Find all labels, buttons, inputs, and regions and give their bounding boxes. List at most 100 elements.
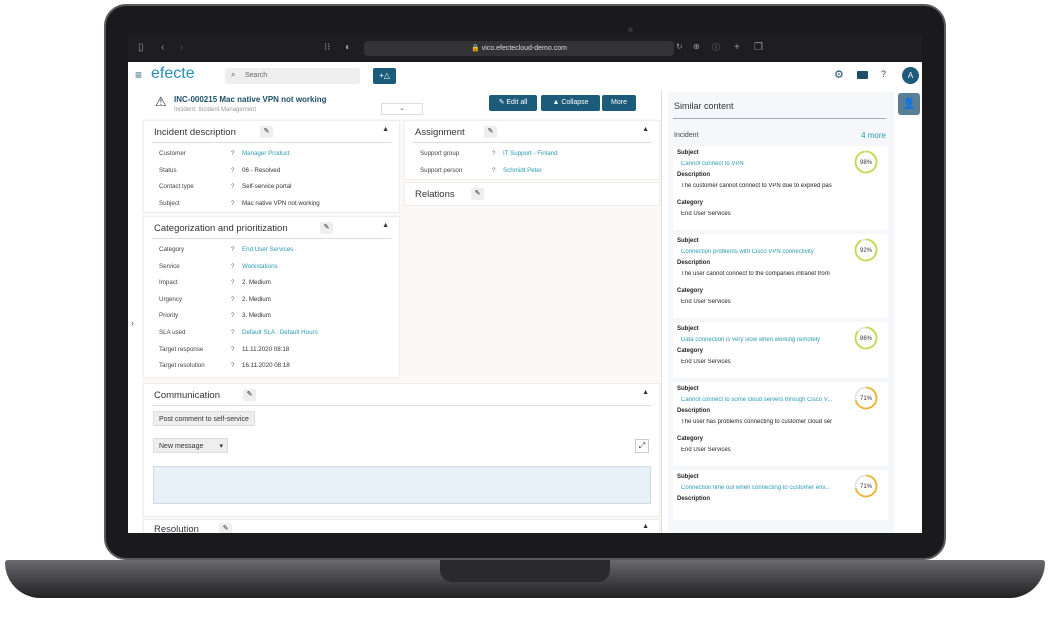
help-icon[interactable]: ?	[231, 329, 235, 336]
description-label: Description	[677, 172, 711, 178]
search-input[interactable]: ⌕ Search	[225, 68, 360, 84]
help-icon[interactable]: ?	[231, 183, 235, 191]
collapse-button[interactable]: ▲ Collapse	[541, 95, 600, 111]
description-label: Description	[677, 260, 711, 266]
avatar[interactable]: A	[902, 67, 919, 84]
help-icon[interactable]: ?	[492, 166, 496, 174]
new-tab-icon[interactable]: +	[734, 42, 740, 53]
expand-icon[interactable]: ⤢	[635, 439, 649, 453]
edit-pencil-icon[interactable]: ✎	[260, 126, 273, 138]
help-icon[interactable]: ?	[231, 279, 235, 287]
similar-content-toggle-icon[interactable]: 👤	[898, 93, 920, 115]
incident-description-panel: Incident description ✎ ▲ Customer? Manage…	[143, 120, 400, 213]
help-icon[interactable]: ?	[231, 200, 235, 208]
collapse-label: Collapse	[561, 99, 589, 106]
category-text: End User Services	[681, 211, 731, 217]
field-value[interactable]: Manager Product	[242, 150, 290, 157]
field-row: Impact? 2. Medium	[159, 279, 414, 289]
edit-pencil-icon[interactable]: ✎	[243, 389, 256, 401]
collapse-caret-icon[interactable]: ▲	[382, 126, 389, 133]
edit-all-button[interactable]: ✎ Edit all	[489, 95, 537, 111]
field-row: Service? Workstations	[159, 263, 414, 273]
description-text: The customer cannot connect to VPN due t…	[681, 183, 832, 189]
similar-card[interactable]: Subject Cannot connect to VPN Description T…	[673, 146, 888, 230]
field-row: Urgency? 2. Medium	[159, 296, 414, 306]
field-label: Support person	[420, 166, 463, 174]
folder-icon[interactable]	[857, 71, 868, 79]
field-label: Category	[159, 246, 185, 253]
field-value: 11.11.2020 08:18	[242, 345, 290, 353]
sidebar-toggle-icon[interactable]: ▯	[138, 42, 144, 53]
similar-card[interactable]: Subject Connection problems with Cisco VP…	[673, 234, 888, 318]
similar-card[interactable]: Subject Connection time out when connecti…	[673, 470, 888, 520]
subject-link[interactable]: Cannot connect to some cloud servers thr…	[681, 397, 833, 403]
record-subtitle: Incident: Incident Management	[174, 107, 257, 113]
subject-label: Subject	[677, 150, 699, 156]
subject-link[interactable]: Connection time out when connecting to c…	[681, 485, 830, 491]
field-value[interactable]: Schmidt Peter	[503, 166, 542, 174]
subject-label: Subject	[677, 326, 699, 332]
menu-icon[interactable]: ≡	[135, 68, 143, 82]
new-item-button[interactable]: +△	[373, 68, 396, 84]
field-value: 3. Medium	[242, 312, 271, 320]
subject-link[interactable]: Cannot connect to VPN	[681, 161, 744, 167]
collapse-caret-icon[interactable]: ▲	[642, 389, 649, 396]
post-comment-button[interactable]: Post comment to self-service	[153, 411, 255, 426]
collapse-caret-icon[interactable]: ▲	[642, 523, 649, 530]
field-value: Mac native VPN not working	[242, 200, 320, 208]
field-value[interactable]: IT Support - Finland	[503, 150, 558, 157]
collapse-caret-icon[interactable]: ▲	[642, 126, 649, 133]
address-bar[interactable]: 🔒 vico.efectecloud-demo.com	[364, 41, 674, 56]
logo[interactable]: efecte	[151, 65, 195, 82]
help-icon[interactable]: ?	[231, 295, 235, 303]
help-icon[interactable]: ?	[231, 345, 235, 353]
help-icon[interactable]: ?	[881, 69, 887, 79]
gear-icon[interactable]: ⚙	[834, 69, 844, 81]
similar-card[interactable]: Subject Cannot connect to some cloud serv…	[673, 382, 888, 466]
field-value[interactable]: Workstations	[242, 262, 278, 270]
message-type-select[interactable]: New message ▾	[153, 438, 228, 453]
edit-pencil-icon[interactable]: ✎	[219, 523, 232, 533]
help-icon[interactable]: ?	[231, 166, 235, 174]
field-label: Urgency	[159, 295, 183, 303]
help-icon[interactable]: ?	[231, 362, 235, 370]
grid-icon[interactable]: ⁝⁝	[324, 42, 331, 53]
score-donut: 71%	[854, 474, 878, 498]
score-text: 98%	[860, 160, 873, 166]
more-link[interactable]: 4 more	[861, 131, 886, 140]
edit-pencil-icon[interactable]: ✎	[484, 126, 497, 138]
expand-left-icon[interactable]: ›	[131, 318, 134, 328]
info-icon[interactable]: ⓘ	[712, 43, 720, 52]
download-icon[interactable]: ⊕	[693, 42, 700, 51]
more-button[interactable]: More	[602, 95, 636, 111]
dropdown-icon: ▾	[219, 443, 223, 450]
score-donut: 86%	[854, 326, 878, 350]
field-label: Impact	[159, 279, 178, 287]
help-icon[interactable]: ?	[231, 246, 235, 253]
collapse-caret-icon[interactable]: ▲	[382, 222, 389, 229]
edit-pencil-icon[interactable]: ✎	[320, 222, 333, 234]
subject-link[interactable]: Connection problems with Cisco VPN conne…	[681, 249, 814, 255]
similar-card[interactable]: Subject Data connection is very slow when…	[673, 322, 888, 378]
help-icon[interactable]: ?	[231, 312, 235, 320]
search-icon: ⌕	[231, 70, 236, 79]
score-arc	[854, 386, 878, 410]
forward-icon[interactable]: ›	[180, 42, 184, 53]
help-icon[interactable]: ?	[492, 150, 496, 157]
subject-label: Subject	[677, 474, 699, 480]
description-label: Description	[677, 408, 711, 414]
category-label: Category	[677, 348, 704, 354]
field-value[interactable]: End User Services	[242, 246, 294, 253]
edit-pencil-icon[interactable]: ✎	[471, 188, 484, 200]
reload-icon[interactable]: ↻	[676, 42, 683, 51]
help-icon[interactable]: ?	[231, 150, 235, 157]
message-textarea[interactable]	[153, 466, 651, 504]
panel-title: Relations	[415, 189, 455, 200]
help-icon[interactable]: ?	[231, 262, 235, 270]
subject-link[interactable]: Data connection is very slow when workin…	[681, 337, 821, 343]
tabs-icon[interactable]: ❐	[754, 42, 763, 53]
back-icon[interactable]: ‹	[161, 42, 165, 53]
field-value[interactable]: Default SLA : Default Hours	[242, 329, 318, 336]
field-row: Subject? Mac native VPN not working	[159, 200, 414, 210]
expand-header-button[interactable]: ⌄	[381, 103, 423, 115]
